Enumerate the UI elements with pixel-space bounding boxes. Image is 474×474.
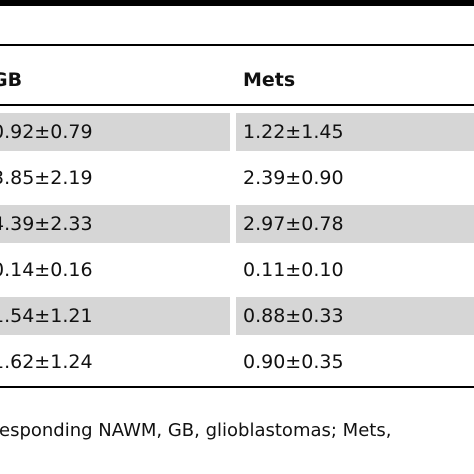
table-cell: 2.97±0.78 [243, 213, 344, 235]
table-cell: 1.22±1.45 [243, 121, 344, 143]
table-cell: 0.11±0.10 [243, 259, 344, 281]
column-header: GB [0, 69, 23, 91]
header-rule [0, 44, 474, 46]
top-rule [0, 0, 474, 6]
table-bottom-rule [0, 386, 474, 388]
table-cell: 1.62±1.24 [0, 351, 93, 373]
table-cell: 4.39±2.33 [0, 213, 93, 235]
table-cell: 0.14±0.16 [0, 259, 93, 281]
table-cell: 2.39±0.90 [243, 167, 344, 189]
table-cell: 3.85±2.19 [0, 167, 93, 189]
row-shade [0, 205, 230, 243]
row-shade [236, 205, 474, 243]
table-cell: 0.88±0.33 [243, 305, 344, 327]
row-shade [0, 297, 230, 335]
footnote: responding NAWM, GB, glioblastomas; Mets… [0, 420, 392, 441]
table-cell: 1.54±1.21 [0, 305, 93, 327]
column-header: Mets [243, 69, 296, 91]
row-shade [236, 297, 474, 335]
table-cell: 0.90±0.35 [243, 351, 344, 373]
table-cell: 0.92±0.79 [0, 121, 93, 143]
row-shade [0, 113, 230, 151]
row-shade [236, 113, 474, 151]
header-bottom-rule [0, 104, 474, 106]
